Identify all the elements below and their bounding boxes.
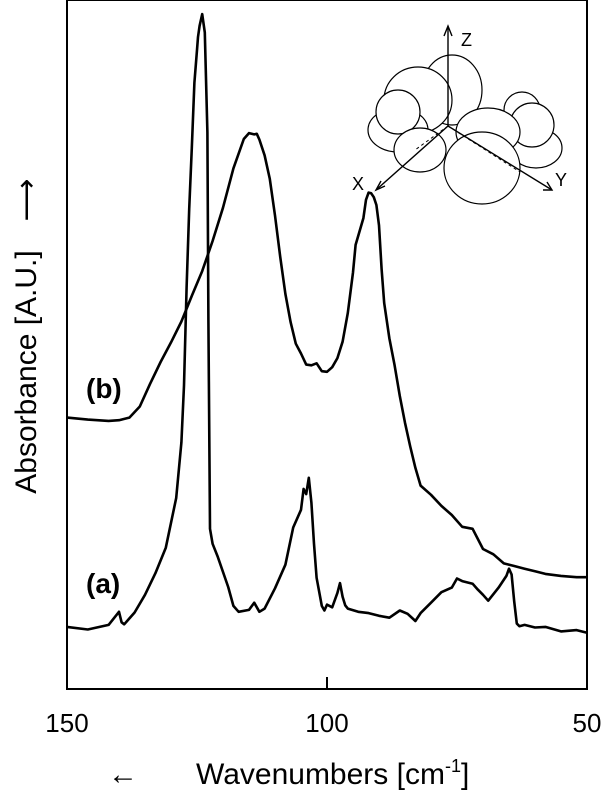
- inset-z-arrowhead: [443, 24, 453, 37]
- x-tick-label-150: 150: [45, 708, 88, 738]
- y-axis-label: Absorbance [A.U.]: [10, 250, 43, 493]
- y-axis-arrow-glyph: ⟶: [10, 178, 43, 221]
- lobe-bottom-center: [443, 131, 521, 205]
- inset-label-z: Z: [461, 30, 472, 50]
- inset-y-arrowhead: [543, 181, 554, 191]
- inset-axes: [374, 24, 554, 192]
- inset-dashed-1: [414, 125, 449, 151]
- x-axis-label-sup: -1: [445, 756, 461, 776]
- x-axis-label: Wavenumbers [cm-1]: [196, 756, 469, 791]
- inset-label-y: Y: [555, 170, 567, 190]
- x-tick-label-50: 50: [573, 708, 602, 738]
- series-group: [66, 12, 588, 635]
- x-axis-label-main: Wavenumbers [cm: [196, 758, 445, 791]
- inset-label-x: X: [352, 174, 364, 194]
- x-ticks: 150 100 50: [45, 677, 601, 738]
- lobe-left: [375, 89, 421, 135]
- x-axis-arrow: ←: [108, 758, 138, 791]
- series-line-a: [66, 12, 588, 635]
- inset-x-axis: [375, 125, 449, 191]
- inset-dashed-2: [447, 125, 521, 173]
- y-axis-label-group: Absorbance [A.U.]: [10, 250, 43, 493]
- series-label-b: (b): [86, 373, 122, 404]
- x-axis-label-tail: ]: [461, 758, 469, 791]
- series-label-a: (a): [86, 568, 120, 599]
- y-axis-arrow: ⟶: [10, 178, 43, 221]
- molecule-inset: [367, 54, 563, 205]
- inset-x-arrowhead: [374, 180, 386, 192]
- series-line-b: [66, 131, 587, 579]
- x-tick-label-100: 100: [305, 708, 348, 738]
